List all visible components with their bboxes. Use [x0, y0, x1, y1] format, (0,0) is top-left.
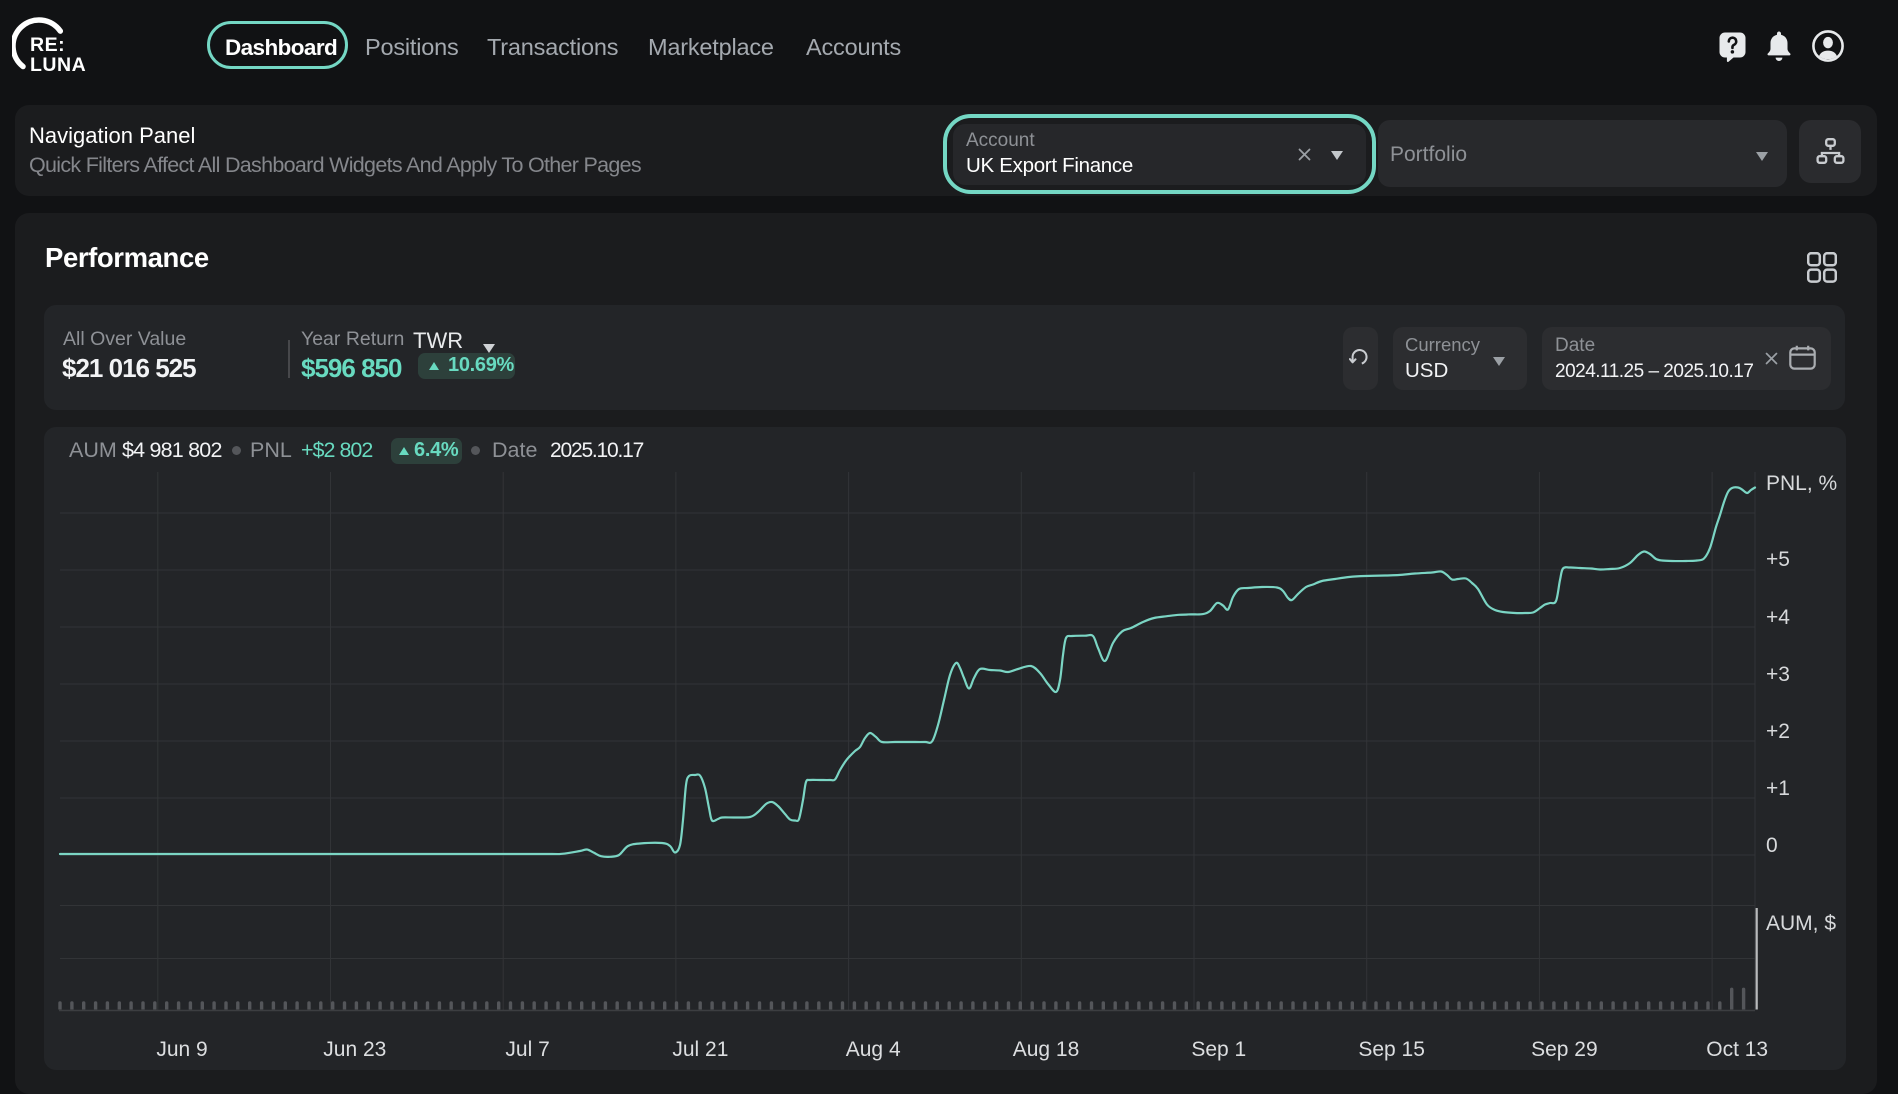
svg-text:+4: +4: [1766, 606, 1790, 629]
svg-text:AUM, $: AUM, $: [1766, 912, 1836, 935]
svg-text:Jul 7: Jul 7: [505, 1038, 549, 1061]
svg-text:Jun 9: Jun 9: [156, 1038, 207, 1061]
svg-text:+3: +3: [1766, 663, 1790, 686]
svg-text:0: 0: [1766, 834, 1778, 857]
svg-text:+1: +1: [1766, 777, 1790, 800]
svg-text:PNL, %: PNL, %: [1766, 472, 1837, 495]
svg-text:Oct 13: Oct 13: [1706, 1038, 1768, 1061]
svg-text:+5: +5: [1766, 548, 1790, 571]
svg-text:Jul 21: Jul 21: [672, 1038, 728, 1061]
svg-text:Sep 29: Sep 29: [1531, 1038, 1598, 1061]
svg-text:Aug 18: Aug 18: [1013, 1038, 1080, 1061]
svg-text:Sep 1: Sep 1: [1191, 1038, 1246, 1061]
svg-text:+2: +2: [1766, 720, 1790, 743]
svg-text:Sep 15: Sep 15: [1358, 1038, 1425, 1061]
svg-text:Aug 4: Aug 4: [846, 1038, 901, 1061]
svg-text:Jun 23: Jun 23: [323, 1038, 386, 1061]
